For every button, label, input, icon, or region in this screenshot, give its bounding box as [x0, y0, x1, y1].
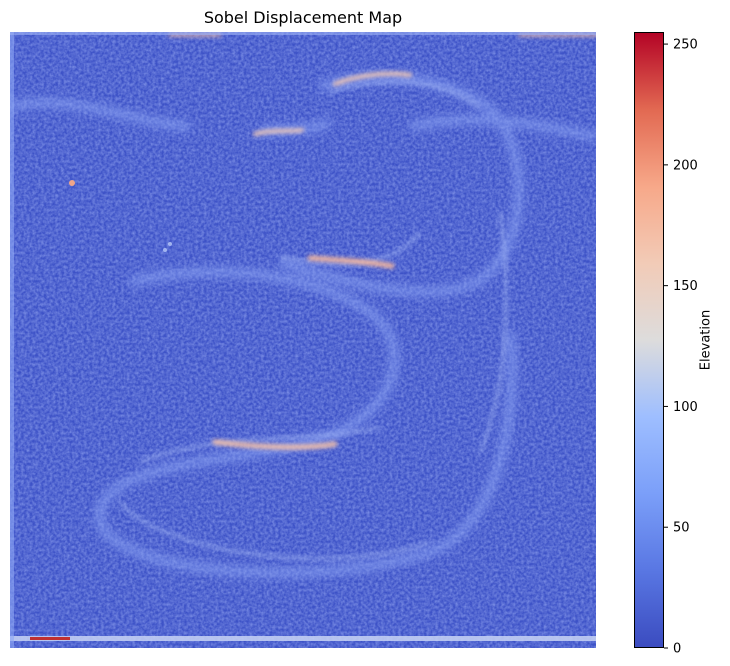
left-border-strip: [10, 32, 14, 648]
dot: [168, 242, 172, 246]
colorbar-tick-label: 150: [673, 279, 698, 294]
dot: [163, 248, 167, 252]
heatmap-texture: [10, 32, 596, 648]
colorbar-gradient: [635, 33, 663, 647]
s-curve-edges: [10, 72, 596, 578]
colorbar: [634, 32, 664, 648]
bottom-border-strip: [10, 636, 596, 641]
colorbar-tick-label: 0: [673, 642, 681, 657]
colorbar-label: Elevation: [698, 309, 714, 371]
top-border-strip: [10, 32, 596, 35]
colorbar-tick-label: 200: [673, 158, 698, 173]
chart-title: Sobel Displacement Map: [203, 8, 403, 27]
hot-spot: [69, 180, 75, 186]
heatmap-image: [10, 32, 596, 648]
colorbar-tick-label: 50: [673, 521, 690, 536]
colorbar-tick-label: 250: [673, 38, 698, 53]
colorbar-tick-label: 100: [673, 400, 698, 415]
bottom-hot-strip: [30, 637, 70, 640]
